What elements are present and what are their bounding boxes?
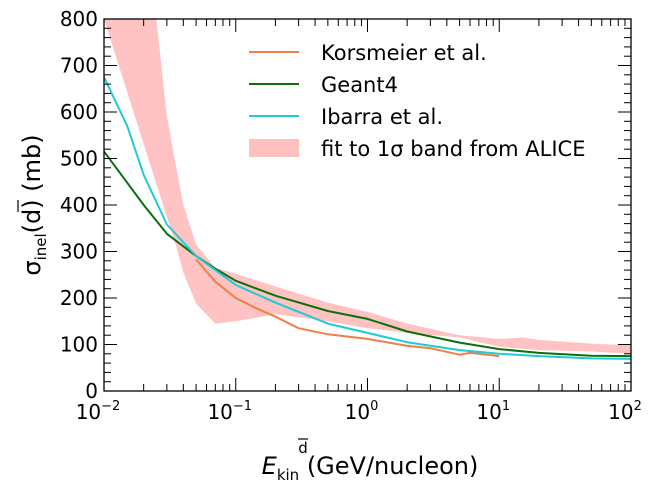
x-tick-base: 10 — [476, 400, 501, 424]
y-tick-label: 700 — [60, 54, 98, 78]
series-line-0 — [195, 258, 500, 358]
x-axis-superscript: d — [298, 439, 308, 457]
y-tick-label: 400 — [60, 193, 98, 217]
x-tick-exponent: −1 — [233, 399, 252, 414]
y-tick-label: 500 — [60, 147, 98, 171]
y-tick-label: 0 — [85, 379, 98, 403]
x-tick-exponent: 1 — [502, 399, 510, 414]
x-tick-base: 10 — [608, 400, 633, 424]
x-axis-title: Ekin (GeV/nucleon) — [262, 452, 479, 481]
y-axis-title-group: σinel(d) (mb) — [17, 134, 50, 276]
y-tick-label: 300 — [60, 240, 98, 264]
x-tick-label: 100 — [345, 399, 379, 424]
x-axis-subscript: kin — [277, 466, 299, 481]
x-axis-symbol: E — [262, 452, 278, 480]
y-axis-argument: d — [18, 209, 46, 224]
axis-ticks — [103, 18, 631, 392]
y-tick-label: 200 — [60, 286, 98, 310]
y-axis-unit: ) (mb) — [18, 134, 46, 208]
plot-area — [104, 19, 631, 360]
y-axis-paren-open: ( — [18, 224, 46, 233]
legend: Korsmeier et al. Geant4 Ibarra et al. fit t… — [249, 41, 586, 161]
y-tick-label: 800 — [60, 7, 98, 31]
legend-label: fit to 1σ band from ALICE — [321, 137, 586, 161]
x-tick-base: 10 — [76, 400, 101, 424]
x-tick-label: 10−1 — [207, 399, 252, 424]
legend-swatch — [249, 139, 299, 157]
x-tick-exponent: 2 — [634, 399, 642, 414]
y-axis-title: σinel(d) (mb) — [18, 134, 50, 275]
legend-label: Korsmeier et al. — [321, 41, 487, 65]
x-tick-label: 101 — [476, 399, 510, 424]
legend-label: Geant4 — [321, 73, 398, 97]
x-axis-unit: (GeV/nucleon) — [299, 452, 478, 480]
y-axis-subscript: inel — [32, 233, 50, 260]
x-tick-exponent: −2 — [101, 399, 120, 414]
series-line-2 — [104, 76, 631, 360]
y-tick-label: 600 — [60, 100, 98, 124]
legend-label: Ibarra et al. — [321, 105, 443, 129]
y-tick-label: 100 — [60, 333, 98, 357]
x-tick-exponent: 0 — [370, 399, 378, 414]
axis-tick-labels: 10−2 10−1 100 101 10201002003004005006007008… — [60, 7, 642, 424]
series-line-1 — [104, 150, 631, 358]
x-tick-base: 10 — [207, 400, 232, 424]
x-tick-base: 10 — [345, 400, 370, 424]
y-axis-symbol: σ — [18, 260, 46, 275]
alice-band — [104, 19, 631, 354]
x-tick-label: 102 — [608, 399, 642, 424]
x-tick-label: 10−2 — [76, 399, 121, 424]
